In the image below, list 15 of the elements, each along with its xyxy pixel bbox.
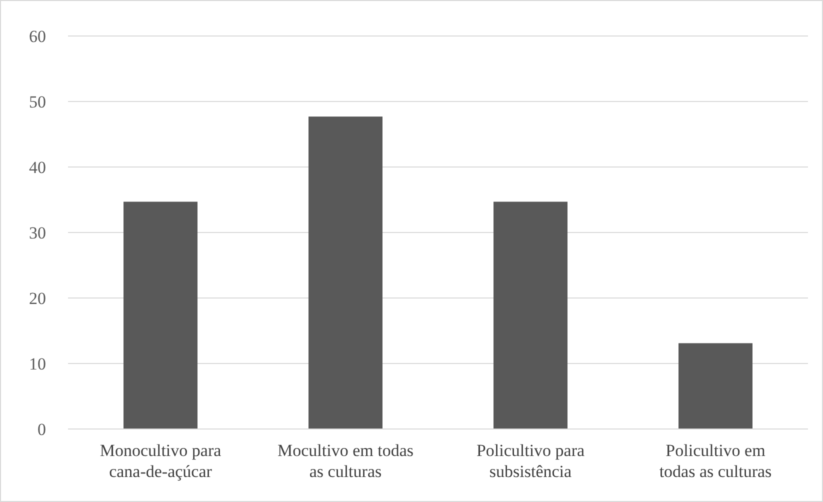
y-tick-label: 50 [29,92,46,112]
x-tick-label: Mocultivo em todas as culturas [278,441,414,481]
bar [494,202,568,429]
bar [678,343,752,429]
y-tick-label: 40 [29,158,46,177]
y-tick-label: 20 [29,288,46,308]
bar [308,116,382,429]
x-tick-label: Policultivo para subsistência [476,441,586,481]
y-tick-label: 0 [38,420,46,439]
x-tick-label: Monocultivo para cana-de-açúcar [100,441,222,481]
y-tick-label: 10 [29,354,46,374]
y-tick-label: 60 [29,26,46,46]
y-tick-label: 30 [29,223,46,242]
bar [124,202,198,429]
x-tick-label: Policultivo em todas as culturas [659,441,772,481]
